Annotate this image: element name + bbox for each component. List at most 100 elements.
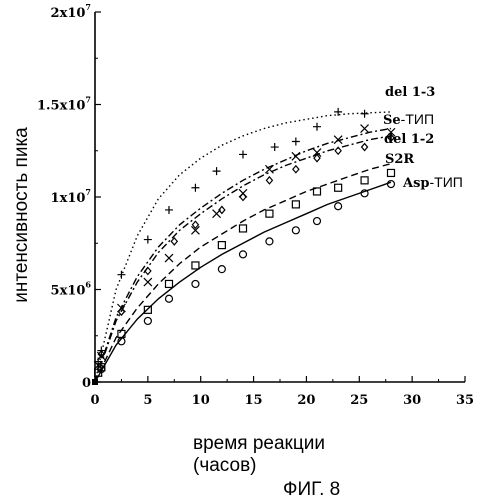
marker-diamond	[334, 146, 342, 156]
marker-circle	[164, 294, 174, 303]
marker-x	[143, 277, 153, 287]
marker-diamond	[387, 133, 395, 143]
y-tick-label: 1.5x107	[37, 95, 91, 114]
marker-x	[360, 124, 369, 133]
marker-plus	[165, 205, 173, 214]
x-tick-label: 30	[403, 393, 421, 408]
marker-circle	[312, 216, 322, 226]
marker-square	[238, 224, 248, 233]
y-tick-label: 2x107	[51, 2, 91, 21]
marker-plus	[360, 109, 369, 118]
marker-x	[312, 148, 322, 158]
data-points	[92, 107, 396, 385]
marker-plus	[291, 137, 300, 146]
axes	[94, 12, 465, 383]
marker-square	[360, 176, 369, 185]
series-label-del13: del 1-3	[385, 85, 435, 100]
x-tick-label: 25	[350, 393, 368, 408]
marker-diamond	[218, 205, 226, 215]
marker-circle	[265, 237, 274, 246]
marker-x	[333, 135, 343, 145]
marker-plus	[117, 270, 126, 279]
marker-diamond	[170, 236, 179, 246]
series-label-del12: del 1-2	[384, 132, 434, 147]
y-tick-mantissa: 2x10	[51, 6, 86, 21]
series-label-asp-suffix: -ТИП	[430, 174, 463, 190]
marker-circle	[217, 265, 226, 274]
marker-square	[334, 183, 343, 192]
y-tick-mantissa: 5x10	[51, 284, 86, 299]
marker-square	[143, 305, 152, 314]
marker-circle	[291, 226, 300, 235]
marker-circle	[117, 337, 126, 346]
figure-caption: ФИГ. 8	[283, 479, 340, 500]
series-label-asp-prefix: Asp	[402, 176, 430, 191]
x-tick-label: 10	[192, 393, 210, 408]
y-tick-exponent: 7	[85, 95, 91, 105]
series-label-ser: Se-ТИП	[383, 111, 434, 128]
fit-line-0	[94, 111, 392, 383]
marker-x	[191, 225, 200, 235]
origin-marker	[92, 379, 98, 385]
marker-square	[291, 200, 300, 209]
fit-line-4	[94, 181, 392, 383]
marker-circle	[238, 250, 248, 259]
x-tick-label: 15	[245, 393, 263, 408]
series-label-s2r: S2R	[385, 152, 414, 167]
marker-x	[386, 127, 396, 137]
marker-circle	[334, 202, 343, 211]
marker-plus	[212, 167, 221, 176]
x-tick-label: 35	[456, 393, 474, 408]
series-label-ser-suffix: -ТИП	[401, 111, 434, 127]
marker-x	[291, 151, 301, 161]
y-tick-label: 1x107	[51, 187, 91, 206]
marker-x	[164, 253, 174, 263]
marker-x	[265, 164, 274, 174]
y-tick-mantissa: 0	[82, 376, 91, 391]
y-tick-exponent: 7	[85, 2, 91, 12]
marker-diamond	[265, 175, 274, 185]
y-axis-title: интенсивность пика	[11, 127, 32, 303]
marker-square	[164, 279, 174, 289]
fit-line-1	[94, 127, 392, 383]
marker-circle	[386, 179, 396, 189]
marker-plus	[270, 143, 279, 152]
y-tick-mantissa: 1x10	[51, 191, 86, 206]
marker-square	[191, 261, 200, 270]
marker-plus	[191, 183, 200, 192]
marker-square	[312, 187, 322, 196]
marker-circle	[143, 316, 152, 326]
x-axis-title-line1: время реакции	[193, 433, 325, 454]
x-tick-label: 0	[90, 393, 99, 408]
marker-diamond	[239, 192, 247, 202]
marker-plus	[239, 150, 247, 159]
marker-plus	[143, 235, 152, 244]
marker-square	[265, 209, 274, 218]
series-labels: del 1-3 Se-ТИП del 1-2 S2R Asp-ТИП	[383, 85, 463, 191]
marker-circle	[97, 364, 106, 374]
y-tick-exponent: 6	[85, 280, 91, 290]
y-tick-label: 5x106	[51, 280, 92, 299]
series-label-asp: Asp-ТИП	[402, 174, 463, 191]
y-tick-exponent: 7	[85, 187, 91, 197]
marker-square	[217, 241, 226, 250]
marker-plus	[313, 122, 321, 131]
marker-diamond	[313, 153, 321, 163]
marker-diamond	[144, 266, 152, 276]
y-tick-label: 0	[82, 376, 91, 391]
y-tick-mantissa: 1.5x10	[37, 99, 85, 114]
x-axis-title-line2: (часов)	[193, 455, 257, 476]
marker-circle	[191, 279, 200, 289]
marker-diamond	[191, 220, 200, 230]
marker-plus	[334, 107, 343, 116]
series-label-ser-prefix: Se	[383, 113, 401, 128]
x-tick-label: 20	[297, 393, 315, 408]
marker-diamond	[360, 142, 369, 152]
marker-diamond	[292, 164, 300, 174]
marker-diamond	[97, 349, 106, 359]
marker-square	[386, 168, 396, 178]
marker-circle	[360, 189, 369, 198]
x-tick-label: 5	[143, 393, 152, 408]
marker-diamond	[117, 307, 126, 317]
